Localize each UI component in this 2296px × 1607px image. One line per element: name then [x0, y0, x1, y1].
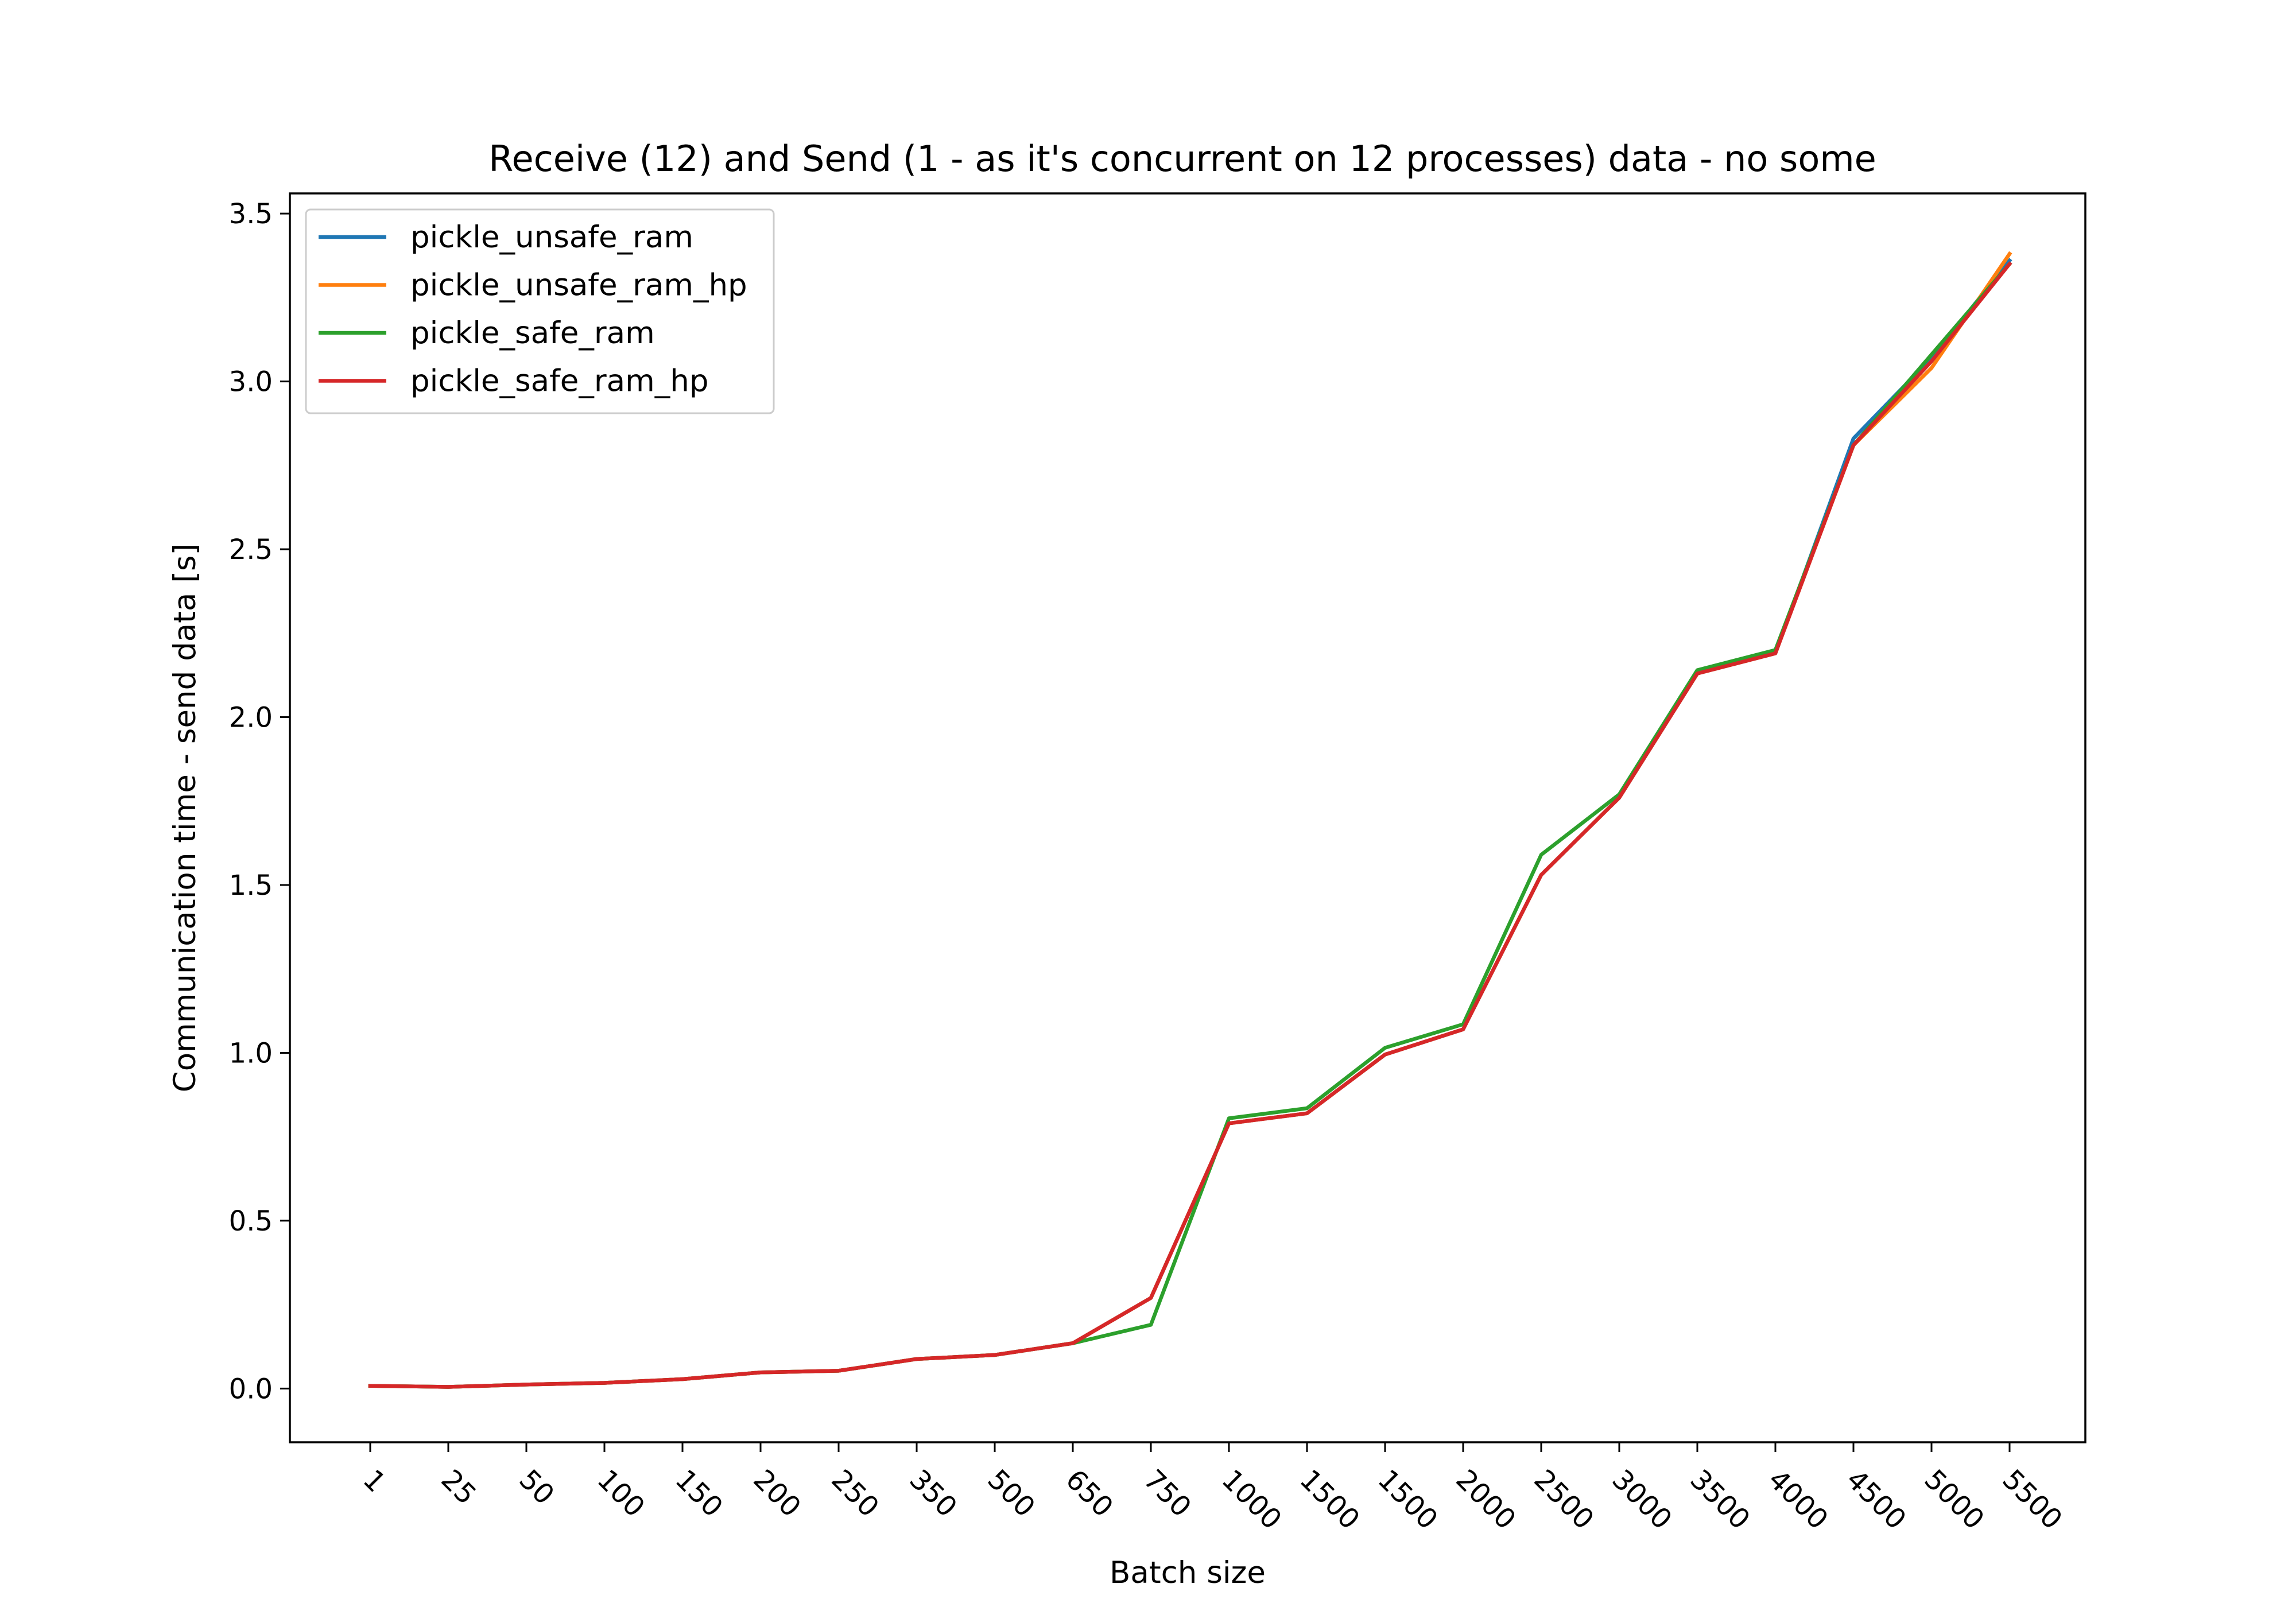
y-axis-label: Communication time - send data [s]	[168, 544, 203, 1093]
y-axis: 0.0 0.5 1.0 1.5 2.0 2.5 3.0 3.5	[229, 198, 290, 1405]
y-tick-label: 1.0	[229, 1037, 273, 1069]
legend-label: pickle_safe_ram_hp	[410, 364, 709, 399]
legend-label: pickle_safe_ram	[410, 316, 655, 351]
y-tick-label: 0.5	[229, 1205, 273, 1237]
y-tick-label: 1.5	[229, 870, 273, 902]
chart-title: Receive (12) and Send (1 - as it's concu…	[488, 138, 1876, 180]
y-tick-label: 0.0	[229, 1373, 273, 1405]
y-tick-label: 3.0	[229, 366, 273, 398]
y-tick-label: 2.5	[229, 534, 273, 566]
legend-label: pickle_unsafe_ram	[410, 220, 693, 255]
series-layer	[368, 251, 2012, 1389]
legend: pickle_unsafe_ram pickle_unsafe_ram_hppic…	[305, 208, 775, 414]
y-tick-label: 2.0	[229, 702, 273, 734]
x-axis-label: Batch size	[1110, 1555, 1266, 1590]
legend-label: pickle_unsafe_ram_hp	[410, 268, 747, 303]
plot-frame	[289, 192, 2086, 1443]
series-line-pickle_safe_ram_hp	[368, 261, 2012, 1389]
y-tick-label: 3.5	[229, 198, 273, 230]
legend-box	[305, 208, 775, 414]
